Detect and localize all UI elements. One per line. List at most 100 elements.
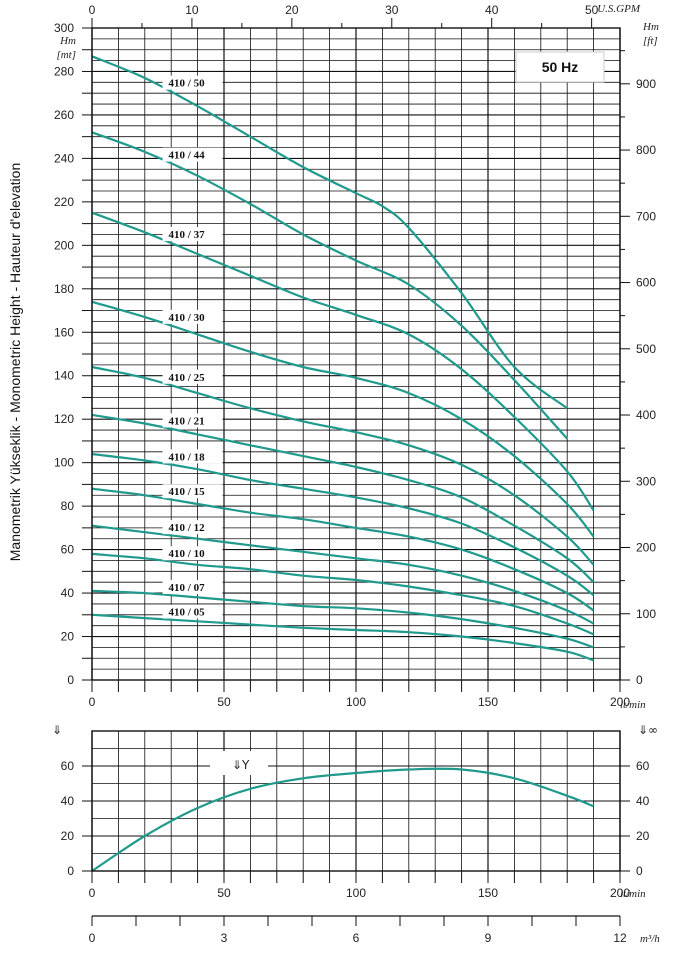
eff-x-tick-label: 0 [89, 886, 96, 900]
y-tick-label: 280 [54, 64, 74, 78]
eff-left-tick-label: 0 [67, 864, 74, 878]
m3h-tick-label: 6 [353, 931, 360, 945]
curve-label: 410 / 12 [169, 522, 206, 534]
curve-label: 410 / 30 [169, 312, 206, 324]
curve-label: 410 / 25 [169, 372, 206, 384]
head-curve [91, 300, 595, 538]
head-curve [91, 211, 595, 512]
curve-label-bg [162, 580, 223, 595]
curve-label: 410 / 50 [169, 78, 206, 90]
head-curve [91, 589, 594, 649]
curve-label-bg [162, 309, 223, 324]
eff-x-tick-label: 200 [610, 886, 630, 900]
head-curve [91, 552, 595, 636]
y-tick-label: 200 [54, 238, 74, 252]
unit-m3h: m³/h [640, 933, 660, 945]
y-tick-label: 120 [54, 412, 74, 426]
eff-right-tick-label: 0 [636, 864, 643, 878]
curve-label: 410 / 15 [169, 486, 206, 498]
ft-tick-label: 100 [636, 607, 656, 621]
ft-tick-label: 300 [636, 474, 656, 488]
efficiency-curve-line [91, 767, 595, 872]
gpm-tick-label: 20 [285, 3, 299, 17]
unit-mt-left: [mt] [56, 49, 76, 61]
y-tick-label: 140 [54, 369, 74, 383]
head-curve [91, 487, 595, 612]
curve-label-bg [162, 413, 223, 428]
unit-hm-left: Hm [59, 35, 76, 47]
eff-right-tick-label: 60 [636, 759, 650, 773]
curve-label-bg [162, 520, 223, 535]
ft-tick-label: 900 [636, 77, 656, 91]
curve-label-bg [162, 75, 223, 90]
y-tick-label: 80 [61, 499, 75, 513]
ft-tick-label: 0 [636, 673, 643, 687]
ft-tick-label: 700 [636, 209, 656, 223]
y-tick-label: 300 [54, 21, 74, 35]
eff-x-tick-label: 50 [217, 886, 231, 900]
curve-label: 410 / 10 [169, 548, 206, 560]
ft-tick-label: 400 [636, 408, 656, 422]
unit-ltmin-top: lt/min [620, 699, 646, 711]
efficiency-chart-axes: 0 0 20 20 40 40 60 60 0 50 100 150 200 0 3 6 9 12 [61, 730, 650, 945]
curve-label: 410 / 21 [169, 415, 205, 427]
side-axis-title: Manometrik Yükseklik - Monometric Height… [7, 163, 23, 561]
x-tick-label: 50 [217, 695, 231, 709]
ft-tick-label: 800 [636, 143, 656, 157]
y-tick-label: 160 [54, 325, 74, 339]
curve-label-bg [162, 147, 223, 162]
curve-label: 410 / 05 [169, 607, 206, 619]
head-curves: 410 / 50 410 / 44 410 / 37 410 / 30 410 / 25… [91, 55, 595, 662]
curve-label: 410 / 07 [169, 582, 206, 594]
y-tick-label: 240 [54, 151, 74, 165]
unit-hm-right: Hm [642, 21, 659, 33]
eff-left-symbol: ⇓ [52, 723, 62, 737]
eff-right-symbol: ⇓∞ [638, 723, 658, 737]
unit-ltmin-bottom: lt/min [620, 888, 646, 900]
curve-label-bg [162, 449, 223, 464]
head-curve [91, 55, 568, 410]
gpm-tick-label: 30 [385, 3, 399, 17]
curve-label: 410 / 37 [169, 229, 206, 241]
gpm-tick-label: 50 [585, 3, 599, 17]
curve-label: 410 / 18 [169, 451, 206, 463]
head-chart-axes: 0204060801001201401601802002202402602803… [54, 3, 656, 709]
x-tick-label: 150 [478, 695, 498, 709]
head-curve [91, 131, 569, 440]
head-curve [91, 524, 595, 625]
eff-x-tick-label: 100 [346, 886, 366, 900]
ft-tick-label: 500 [636, 342, 656, 356]
eff-left-tick-label: 40 [61, 794, 75, 808]
frequency-label: 50 Hz [542, 59, 579, 75]
ft-tick-label: 600 [636, 276, 656, 290]
head-curve [91, 613, 594, 662]
head-curve [91, 365, 595, 566]
m3h-tick-label: 0 [89, 931, 96, 945]
unit-gpm: U.S.GPM [597, 3, 641, 15]
y-tick-label: 20 [61, 630, 75, 644]
y-tick-label: 220 [54, 195, 74, 209]
eff-x-tick-label: 150 [478, 886, 498, 900]
curve-label-bg [162, 604, 223, 619]
ft-tick-label: 200 [636, 541, 656, 555]
gpm-tick-label: 10 [185, 3, 199, 17]
eff-right-tick-label: 40 [636, 794, 650, 808]
x-tick-label: 200 [610, 695, 630, 709]
y-tick-label: 40 [61, 586, 75, 600]
y-tick-label: 180 [54, 282, 74, 296]
curve-label-bg [162, 227, 223, 242]
frequency-box: 50 Hz [515, 51, 605, 83]
m3h-tick-label: 12 [613, 931, 627, 945]
x-tick-label: 100 [346, 695, 366, 709]
m3h-tick-label: 9 [485, 931, 492, 945]
head-curve [91, 452, 595, 597]
gpm-tick-label: 0 [89, 3, 96, 17]
curve-label-bg [162, 546, 223, 561]
efficiency-chart-grid [91, 730, 621, 872]
eff-right-tick-label: 20 [636, 829, 650, 843]
y-tick-label: 60 [61, 543, 75, 557]
m3h-tick-label: 3 [221, 931, 228, 945]
efficiency-label: ⇓Y [232, 758, 250, 772]
head-curve [91, 413, 595, 584]
y-tick-label: 0 [67, 673, 74, 687]
